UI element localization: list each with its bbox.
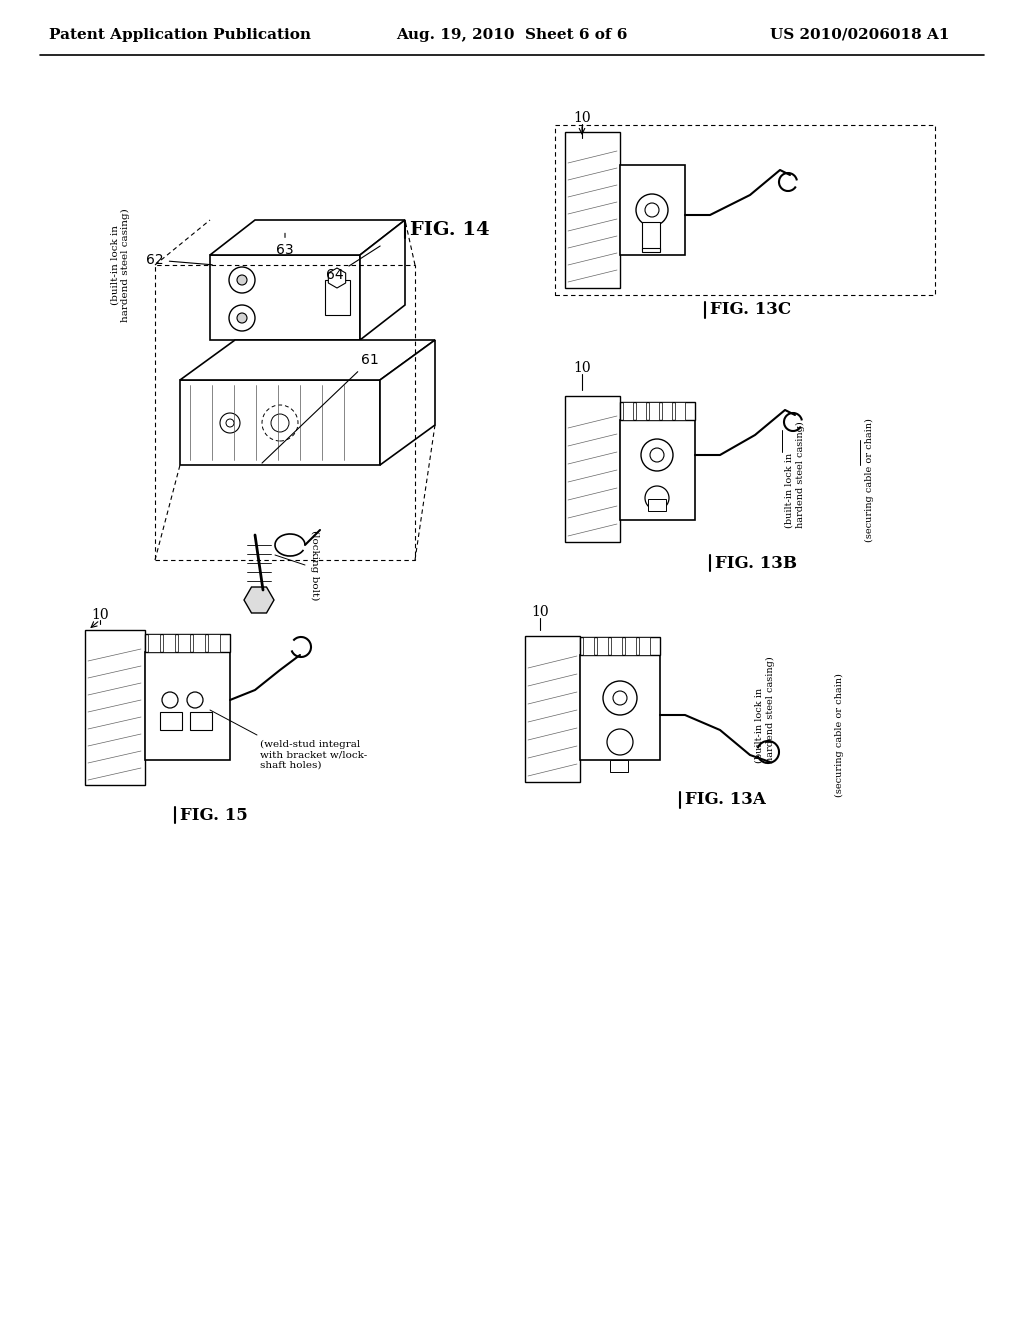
- Circle shape: [237, 275, 247, 285]
- Bar: [145, 634, 230, 652]
- Bar: [648, 499, 666, 511]
- Bar: [148, 634, 160, 652]
- Text: FIG. 13B: FIG. 13B: [715, 554, 797, 572]
- Text: (built-in lock in
hardend steel casing): (built-in lock in hardend steel casing): [785, 421, 805, 528]
- Bar: [155, 265, 415, 560]
- Polygon shape: [210, 220, 406, 255]
- Bar: [620, 420, 695, 520]
- Bar: [639, 638, 650, 655]
- Bar: [610, 760, 628, 772]
- Text: FIG. 15: FIG. 15: [180, 807, 248, 824]
- Circle shape: [645, 203, 659, 216]
- Bar: [642, 222, 660, 249]
- Text: (locking bolt): (locking bolt): [310, 529, 319, 601]
- Circle shape: [613, 690, 627, 705]
- Text: 63: 63: [276, 234, 294, 257]
- Text: US 2010/0206018 A1: US 2010/0206018 A1: [770, 28, 949, 42]
- Polygon shape: [244, 587, 274, 612]
- Circle shape: [603, 681, 637, 715]
- Bar: [636, 403, 646, 420]
- Polygon shape: [360, 220, 406, 341]
- Bar: [620, 165, 685, 255]
- Circle shape: [220, 413, 240, 433]
- Circle shape: [641, 440, 673, 471]
- Bar: [620, 403, 695, 420]
- Bar: [178, 634, 190, 652]
- Bar: [649, 403, 659, 420]
- Text: (securing cable or chain): (securing cable or chain): [835, 673, 844, 797]
- Circle shape: [271, 414, 289, 432]
- Bar: [597, 638, 608, 655]
- Polygon shape: [380, 341, 435, 465]
- Text: FIG. 13A: FIG. 13A: [685, 792, 766, 808]
- Text: 10: 10: [531, 605, 549, 619]
- Bar: [580, 638, 660, 655]
- Text: (built-in lock in
hardend steel casing): (built-in lock in hardend steel casing): [755, 656, 774, 763]
- Text: FIG. 14: FIG. 14: [410, 220, 489, 239]
- Circle shape: [650, 447, 664, 462]
- Bar: [208, 634, 220, 652]
- Bar: [583, 638, 594, 655]
- Bar: [565, 132, 620, 288]
- Text: Aug. 19, 2010  Sheet 6 of 6: Aug. 19, 2010 Sheet 6 of 6: [396, 28, 628, 42]
- Polygon shape: [210, 255, 360, 341]
- Bar: [565, 396, 620, 543]
- Polygon shape: [180, 380, 380, 465]
- Bar: [623, 403, 633, 420]
- Circle shape: [229, 305, 255, 331]
- Polygon shape: [180, 341, 435, 380]
- Bar: [611, 638, 622, 655]
- Bar: [85, 630, 145, 785]
- Bar: [580, 655, 660, 760]
- Text: 64: 64: [327, 246, 380, 282]
- Text: Patent Application Publication: Patent Application Publication: [49, 28, 311, 42]
- Bar: [160, 711, 182, 730]
- Circle shape: [226, 418, 234, 426]
- Bar: [145, 652, 230, 760]
- Polygon shape: [642, 248, 660, 252]
- Text: (weld-stud integral
with bracket w/lock-
shaft holes): (weld-stud integral with bracket w/lock-…: [260, 741, 368, 770]
- Text: (built-in lock in
hardend steel casing): (built-in lock in hardend steel casing): [111, 209, 130, 322]
- Text: 10: 10: [91, 609, 109, 622]
- Circle shape: [645, 486, 669, 510]
- Text: 10: 10: [573, 111, 591, 125]
- Circle shape: [262, 405, 298, 441]
- Text: 62: 62: [146, 253, 212, 267]
- Bar: [163, 634, 175, 652]
- Bar: [525, 636, 580, 781]
- Bar: [675, 403, 685, 420]
- Text: 61: 61: [262, 352, 379, 463]
- Bar: [555, 125, 935, 294]
- Bar: [193, 634, 205, 652]
- Circle shape: [237, 313, 247, 323]
- Bar: [325, 280, 350, 315]
- Circle shape: [229, 267, 255, 293]
- Bar: [625, 638, 636, 655]
- Bar: [190, 711, 212, 730]
- Circle shape: [607, 729, 633, 755]
- Circle shape: [636, 194, 668, 226]
- Circle shape: [187, 692, 203, 708]
- Polygon shape: [329, 268, 346, 288]
- Bar: [662, 403, 672, 420]
- Circle shape: [162, 692, 178, 708]
- Text: 10: 10: [573, 360, 591, 375]
- Text: (securing cable or chain): (securing cable or chain): [865, 418, 874, 543]
- Text: FIG. 13C: FIG. 13C: [710, 301, 792, 318]
